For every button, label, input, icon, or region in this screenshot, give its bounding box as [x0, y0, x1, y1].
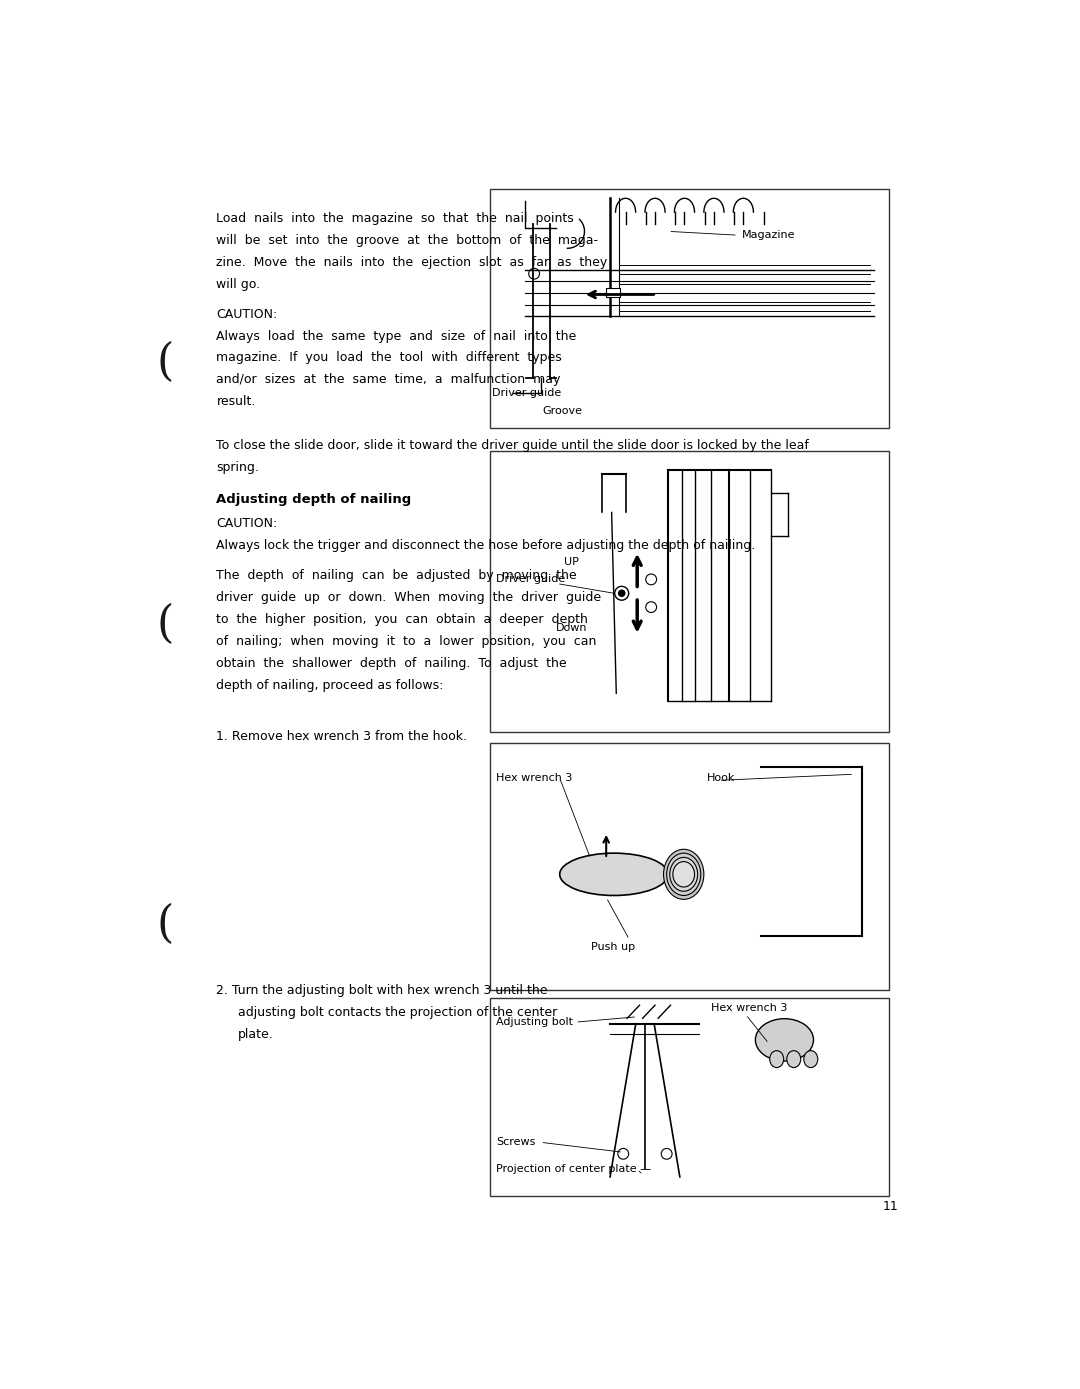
Text: Down: Down [556, 622, 588, 633]
Text: driver  guide  up  or  down.  When  moving  the  driver  guide: driver guide up or down. When moving the… [216, 590, 602, 604]
Text: Hook: Hook [707, 774, 735, 783]
Ellipse shape [673, 861, 694, 888]
Text: Hex wrench 3: Hex wrench 3 [496, 774, 572, 783]
Text: Magazine: Magazine [742, 231, 795, 240]
Ellipse shape [670, 857, 698, 892]
Text: Load  nails  into  the  magazine  so  that  the  nail  points: Load nails into the magazine so that the… [216, 213, 575, 225]
Text: Push up: Push up [591, 943, 635, 953]
Text: CAUTION:: CAUTION: [216, 518, 278, 531]
Text: plate.: plate. [238, 1028, 274, 1042]
Text: result.: result. [216, 396, 256, 408]
Text: Adjusting depth of nailing: Adjusting depth of nailing [216, 493, 411, 506]
Text: magazine.  If  you  load  the  tool  with  different  types: magazine. If you load the tool with diff… [216, 351, 562, 364]
Text: (: ( [157, 340, 174, 383]
Text: spring.: spring. [216, 461, 259, 474]
Text: CAUTION:: CAUTION: [216, 307, 278, 321]
Text: Driver guide: Driver guide [491, 388, 561, 397]
Text: Always  load  the  same  type  and  size  of  nail  into  the: Always load the same type and size of na… [216, 329, 577, 343]
Text: Always lock the trigger and disconnect the hose before adjusting the depth of na: Always lock the trigger and disconnect t… [216, 539, 756, 553]
Text: depth of nailing, proceed as follows:: depth of nailing, proceed as follows: [216, 679, 444, 692]
Text: zine.  Move  the  nails  into  the  ejection  slot  as  far  as  they: zine. Move the nails into the ejection s… [216, 256, 608, 269]
Text: 2. Turn the adjusting bolt with hex wrench 3 until the: 2. Turn the adjusting bolt with hex wren… [216, 985, 548, 997]
Text: to  the  higher  position,  you  can  obtain  a  deeper  depth: to the higher position, you can obtain a… [216, 613, 589, 626]
Text: Screws: Screws [496, 1138, 536, 1147]
Ellipse shape [804, 1050, 818, 1068]
Text: Groove: Groove [542, 406, 582, 417]
Text: obtain  the  shallower  depth  of  nailing.  To  adjust  the: obtain the shallower depth of nailing. T… [216, 657, 567, 669]
Text: The  depth  of  nailing  can  be  adjusted  by  moving  the: The depth of nailing can be adjusted by … [216, 569, 577, 582]
Text: and/or  sizes  at  the  same  time,  a  malfunction  may: and/or sizes at the same time, a malfunc… [216, 374, 561, 386]
Ellipse shape [786, 1050, 800, 1068]
Text: (: ( [157, 603, 174, 646]
Text: 1. Remove hex wrench 3 from the hook.: 1. Remove hex wrench 3 from the hook. [216, 729, 468, 743]
Ellipse shape [755, 1018, 813, 1061]
Circle shape [619, 590, 625, 596]
Text: will go.: will go. [216, 278, 260, 290]
Text: Driver guide: Driver guide [496, 574, 566, 583]
Text: UP: UP [564, 557, 579, 568]
Bar [606, 288, 620, 297]
Ellipse shape [666, 853, 701, 896]
Text: adjusting bolt contacts the projection of the center: adjusting bolt contacts the projection o… [238, 1007, 557, 1020]
Ellipse shape [663, 849, 704, 899]
Bar [490, 189, 889, 428]
Ellipse shape [770, 1050, 784, 1068]
Text: 11: 11 [882, 1200, 899, 1213]
Text: To close the slide door, slide it toward the driver guide until the slide door i: To close the slide door, slide it toward… [216, 439, 809, 453]
Text: Hex wrench 3: Hex wrench 3 [711, 1003, 787, 1013]
Bar [490, 743, 889, 990]
Text: Adjusting bolt: Adjusting bolt [496, 1017, 573, 1026]
Text: Projection of center plate —: Projection of center plate — [496, 1164, 651, 1174]
Bar [490, 451, 889, 732]
Text: will  be  set  into  the  groove  at  the  bottom  of  the  maga-: will be set into the groove at the botto… [216, 235, 598, 247]
Bar [490, 997, 889, 1196]
Text: (: ( [157, 903, 174, 946]
Text: of  nailing;  when  moving  it  to  a  lower  position,  you  can: of nailing; when moving it to a lower po… [216, 635, 597, 647]
Ellipse shape [559, 853, 669, 896]
